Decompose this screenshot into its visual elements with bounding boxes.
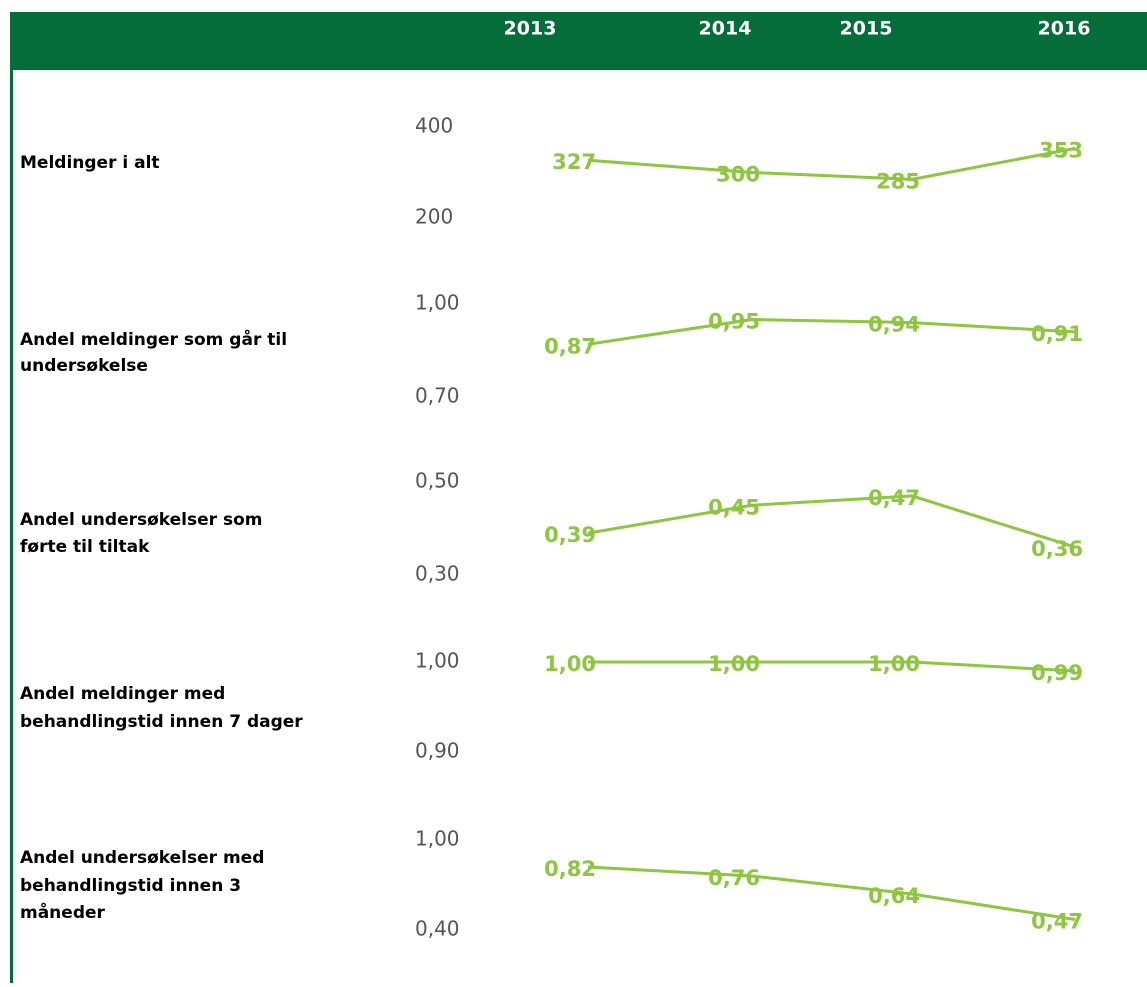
row-title: Andel meldinger som går til	[20, 328, 287, 350]
value-label: 0,47	[1031, 910, 1083, 934]
value-label: 0,95	[708, 310, 760, 334]
y-tick-label: 0,90	[415, 739, 460, 763]
y-tick-label: 1,00	[415, 291, 460, 315]
left-border	[10, 70, 13, 983]
row-title: Meldinger i alt	[20, 153, 160, 173]
row-title: Andel undersøkelser med	[20, 848, 264, 868]
value-label: 0,91	[1031, 322, 1083, 346]
y-tick-label: 0,50	[415, 469, 460, 493]
value-label: 0,87	[544, 334, 596, 358]
value-label: 353	[1039, 138, 1083, 162]
row-title: undersøkelse	[20, 356, 148, 376]
header-bar	[10, 12, 1147, 70]
y-tick-label: 0,70	[415, 384, 460, 408]
row-title: måneder	[20, 901, 106, 923]
y-tick-label: 1,00	[415, 649, 460, 673]
value-label: 0,36	[1031, 537, 1083, 561]
y-tick-label: 1,00	[415, 827, 460, 851]
line	[587, 317, 1076, 346]
year-header: 2015	[840, 18, 893, 40]
value-label: 0,99	[1031, 661, 1083, 685]
value-label: 285	[876, 169, 920, 193]
row-title: førte til tiltak	[20, 537, 150, 557]
year-header: 2013	[504, 18, 557, 40]
y-tick-label: 0,40	[415, 917, 460, 941]
y-tick-label: 0,30	[415, 562, 460, 586]
row-title: Andel meldinger med	[20, 684, 225, 704]
value-label: 1,00	[544, 652, 596, 676]
line	[587, 146, 1076, 181]
year-header: 2016	[1038, 18, 1091, 40]
value-label: 0,76	[708, 866, 760, 890]
value-label: 0,64	[868, 884, 920, 908]
y-tick-label: 400	[415, 114, 453, 138]
value-label: 0,82	[544, 857, 596, 881]
y-tick-label: 200	[415, 205, 453, 229]
row-title: Andel undersøkelser som	[20, 510, 262, 530]
line	[587, 494, 1076, 549]
value-label: 1,00	[708, 652, 760, 676]
line	[588, 660, 1076, 673]
value-label: 300	[716, 163, 760, 187]
value-label: 0,45	[708, 495, 760, 519]
line	[587, 865, 1076, 921]
value-label: 327	[552, 150, 596, 174]
value-label: 0,47	[868, 486, 920, 510]
row-title: behandlingstid innen 7 dager	[20, 712, 303, 732]
value-label: 0,94	[868, 313, 920, 337]
row-title: behandlingstid innen 3	[20, 876, 241, 896]
value-label: 1,00	[868, 652, 920, 676]
value-label: 0,39	[544, 523, 596, 547]
year-header: 2014	[699, 18, 752, 40]
